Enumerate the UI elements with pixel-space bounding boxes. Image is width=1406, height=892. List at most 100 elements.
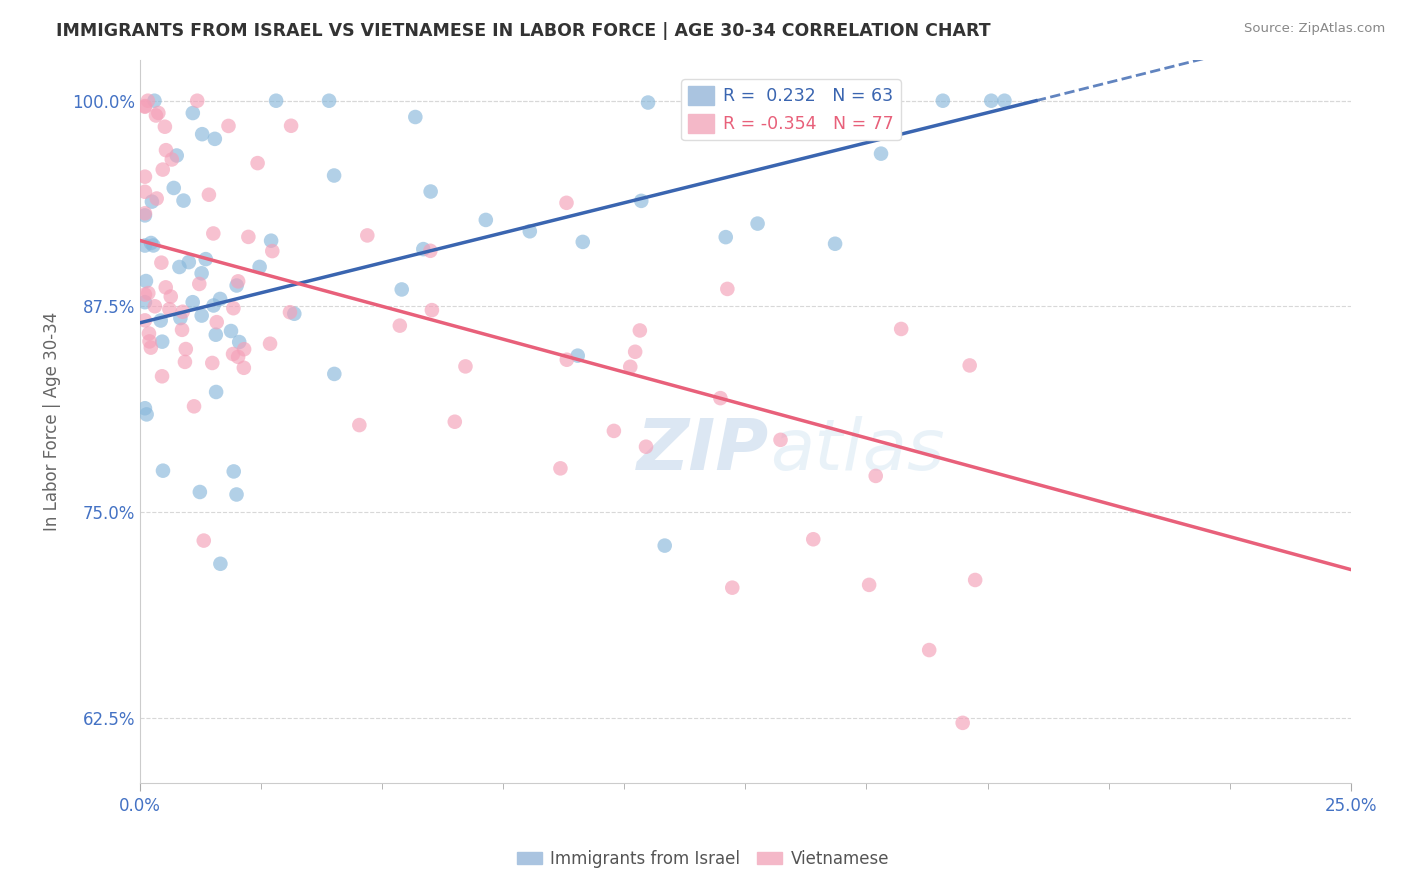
Point [222, 465, 245, 479]
Point [686, 94, 709, 108]
Point [204, 327, 226, 342]
Point [232, 360, 254, 375]
Point [716, 282, 738, 296]
Point [550, 461, 572, 475]
Point [155, 280, 177, 294]
Point [278, 305, 301, 319]
Point [194, 252, 217, 267]
Point [628, 323, 651, 337]
Point [155, 143, 177, 157]
Point [634, 440, 657, 454]
Point [183, 400, 205, 414]
Point [952, 715, 974, 730]
Point [172, 305, 194, 319]
Point [169, 260, 191, 274]
Point [204, 132, 226, 146]
Point [149, 313, 172, 327]
Point [709, 391, 731, 405]
Point [205, 384, 228, 399]
Point [134, 313, 156, 327]
Point [318, 94, 340, 108]
Point [571, 235, 593, 249]
Point [226, 350, 249, 364]
Point [323, 367, 346, 381]
Point [138, 334, 160, 349]
Point [419, 244, 441, 258]
Point [181, 106, 204, 120]
Point [205, 315, 228, 329]
Point [714, 230, 737, 244]
Point [209, 557, 232, 571]
Point [141, 194, 163, 209]
Point [225, 487, 247, 501]
Point [139, 235, 162, 250]
Point [143, 299, 166, 313]
Point [174, 342, 197, 356]
Point [721, 581, 744, 595]
Point [190, 309, 212, 323]
Point [153, 120, 176, 134]
Point [603, 424, 626, 438]
Point [747, 217, 769, 231]
Point [169, 311, 191, 326]
Point [152, 464, 174, 478]
Point [519, 224, 541, 238]
Point [637, 95, 659, 110]
Point [198, 187, 221, 202]
Point [134, 208, 156, 222]
Point [173, 194, 195, 208]
Point [145, 192, 167, 206]
Point [150, 369, 173, 384]
Point [238, 230, 260, 244]
Point [801, 533, 824, 547]
Point [219, 324, 242, 338]
Point [412, 242, 434, 256]
Point [135, 274, 157, 288]
Point [193, 533, 215, 548]
Point [134, 401, 156, 416]
Point [630, 194, 652, 208]
Point [865, 469, 887, 483]
Legend: R =  0.232   N = 63, R = -0.354   N = 77: R = 0.232 N = 63, R = -0.354 N = 77 [682, 79, 901, 140]
Point [136, 286, 159, 301]
Point [134, 206, 156, 220]
Point [160, 153, 183, 167]
Point [260, 234, 283, 248]
Point [159, 289, 181, 303]
Point [619, 359, 641, 374]
Point [174, 355, 197, 369]
Text: ZIP: ZIP [637, 416, 769, 485]
Point [262, 244, 284, 258]
Point [136, 94, 159, 108]
Point [918, 643, 941, 657]
Point [181, 295, 204, 310]
Point [152, 162, 174, 177]
Point [404, 110, 426, 124]
Point [225, 278, 247, 293]
Point [134, 99, 156, 113]
Point [454, 359, 477, 374]
Point [134, 238, 156, 252]
Point [965, 573, 987, 587]
Y-axis label: In Labor Force | Age 30-34: In Labor Force | Age 30-34 [44, 312, 60, 531]
Point [567, 349, 589, 363]
Point [201, 356, 224, 370]
Legend: Immigrants from Israel, Vietnamese: Immigrants from Israel, Vietnamese [510, 844, 896, 875]
Point [143, 94, 166, 108]
Point [264, 94, 287, 108]
Point [420, 303, 443, 318]
Point [246, 156, 269, 170]
Point [419, 185, 441, 199]
Point [356, 228, 378, 243]
Point [191, 127, 214, 141]
Point [135, 408, 157, 422]
Point [555, 195, 578, 210]
Point [188, 277, 211, 291]
Point [142, 238, 165, 252]
Point [134, 295, 156, 310]
Point [170, 323, 193, 337]
Point [202, 298, 225, 312]
Point [475, 213, 498, 227]
Point [388, 318, 411, 333]
Text: atlas: atlas [769, 416, 945, 485]
